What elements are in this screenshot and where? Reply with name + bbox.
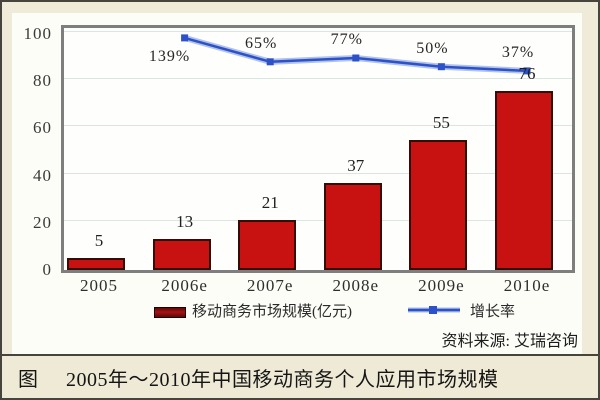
bar-value-label-2006e: 13 bbox=[176, 212, 194, 232]
growth-pct-label-2007e: 65% bbox=[245, 34, 278, 52]
y-axis-label-20: 20 bbox=[33, 212, 52, 232]
bar-2009e bbox=[409, 140, 468, 270]
bar-value-label-2009e: 55 bbox=[432, 113, 450, 133]
x-axis-label-2009e: 2009e bbox=[418, 276, 465, 295]
bar-2008e bbox=[323, 182, 382, 270]
bar-value-label-2010e: 76 bbox=[518, 63, 536, 83]
gridline-100 bbox=[64, 31, 572, 32]
source-note: 资料来源: 艾瑞咨询 bbox=[441, 333, 578, 350]
y-axis-label-100: 100 bbox=[23, 24, 52, 43]
x-axis-label-2005: 2005 bbox=[80, 276, 118, 295]
y-axis-label-0: 0 bbox=[42, 260, 52, 279]
bar-value-label-2008e: 37 bbox=[347, 155, 365, 175]
bar-legend-swatch bbox=[154, 307, 186, 318]
caption-prefix: 图 bbox=[18, 368, 38, 391]
growth-pct-label-2010e: 37% bbox=[501, 43, 535, 61]
line-legend-label: 增长率 bbox=[470, 304, 516, 320]
gridline-40 bbox=[64, 172, 572, 174]
y-axis-label-40: 40 bbox=[33, 165, 52, 185]
line-legend-swatch bbox=[408, 306, 460, 314]
growth-pct-label-2008e: 77% bbox=[330, 31, 363, 48]
growth-pct-label-2006e: 139% bbox=[148, 47, 191, 65]
bar-value-label-2005: 5 bbox=[94, 231, 104, 251]
gridline-60 bbox=[64, 125, 572, 127]
bar-value-label-2007e: 21 bbox=[261, 193, 279, 213]
x-axis-label-2007e: 2007e bbox=[246, 276, 294, 295]
growth-pct-label-2009e: 50% bbox=[416, 39, 449, 57]
x-axis-label-2006e: 2006e bbox=[161, 276, 208, 295]
caption-text: 2005年～2010年中国移动商务个人应用市场规模 bbox=[66, 368, 499, 391]
bar-2006e bbox=[152, 239, 211, 270]
x-axis-label-2008e: 2008e bbox=[332, 276, 380, 295]
bar-2007e bbox=[238, 220, 297, 270]
legend: 移动商务市场规模(亿元) 增长率 bbox=[2, 299, 598, 323]
bar-2010e bbox=[495, 90, 553, 270]
y-axis-label-80: 80 bbox=[33, 71, 52, 91]
x-axis-label-2010e: 2010e bbox=[503, 276, 551, 295]
gridline-80 bbox=[64, 78, 572, 80]
bar-legend-label: 移动商务市场规模(亿元) bbox=[192, 304, 352, 320]
figure-caption: 图 2005年～2010年中国移动商务个人应用市场规模 bbox=[2, 354, 598, 398]
y-axis-label-60: 60 bbox=[33, 118, 52, 138]
bar-2005 bbox=[67, 258, 125, 270]
gridline-20 bbox=[64, 219, 572, 221]
